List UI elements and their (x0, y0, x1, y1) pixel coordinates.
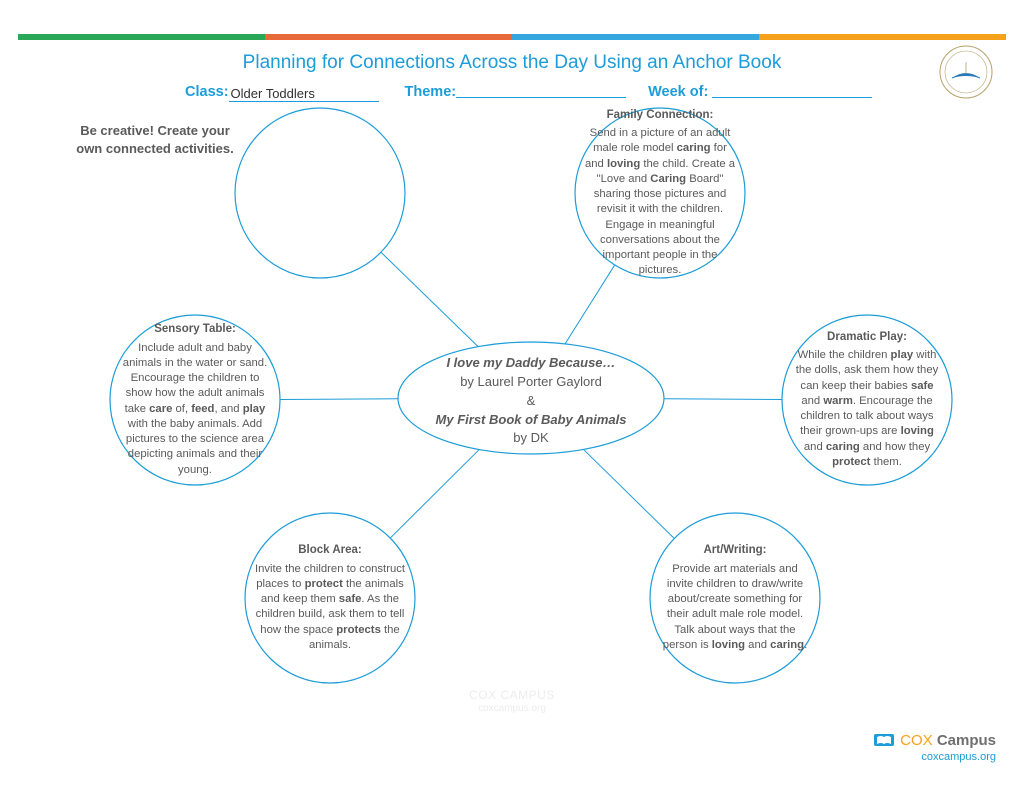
footer-brand: COX Campus (874, 732, 996, 749)
bubble-family-connection: Family Connection:Send in a picture of a… (584, 108, 736, 279)
book2-author: by DK (513, 430, 548, 445)
book2-title: My First Book of Baby Animals (436, 412, 627, 427)
footer: COX Campus coxcampus.org (874, 732, 996, 763)
brand-campus: Campus (937, 732, 996, 749)
center-anchor-books: I love my Daddy Because… by Laurel Porte… (408, 354, 654, 448)
book1-author: by Laurel Porter Gaylord (460, 374, 602, 389)
ampersand: & (527, 393, 536, 408)
bubble-block-area: Block Area:Invite the children to constr… (254, 543, 406, 653)
footer-url: coxcampus.org (874, 751, 996, 763)
book1-title: I love my Daddy Because… (446, 355, 615, 370)
book-icon (874, 732, 894, 748)
watermark-line2: coxcampus.org (0, 703, 1024, 714)
bubble-art-writing: Art/Writing:Provide art materials and in… (659, 543, 811, 653)
page: Planning for Connections Across the Day … (0, 0, 1024, 791)
bubble-sensory-table: Sensory Table:Include adult and baby ani… (119, 322, 271, 478)
bubble-dramatic-play: Dramatic Play:While the children play wi… (791, 330, 943, 471)
brand-cox: COX (900, 732, 933, 749)
watermark-line1: COX CAMPUS (0, 688, 1024, 702)
